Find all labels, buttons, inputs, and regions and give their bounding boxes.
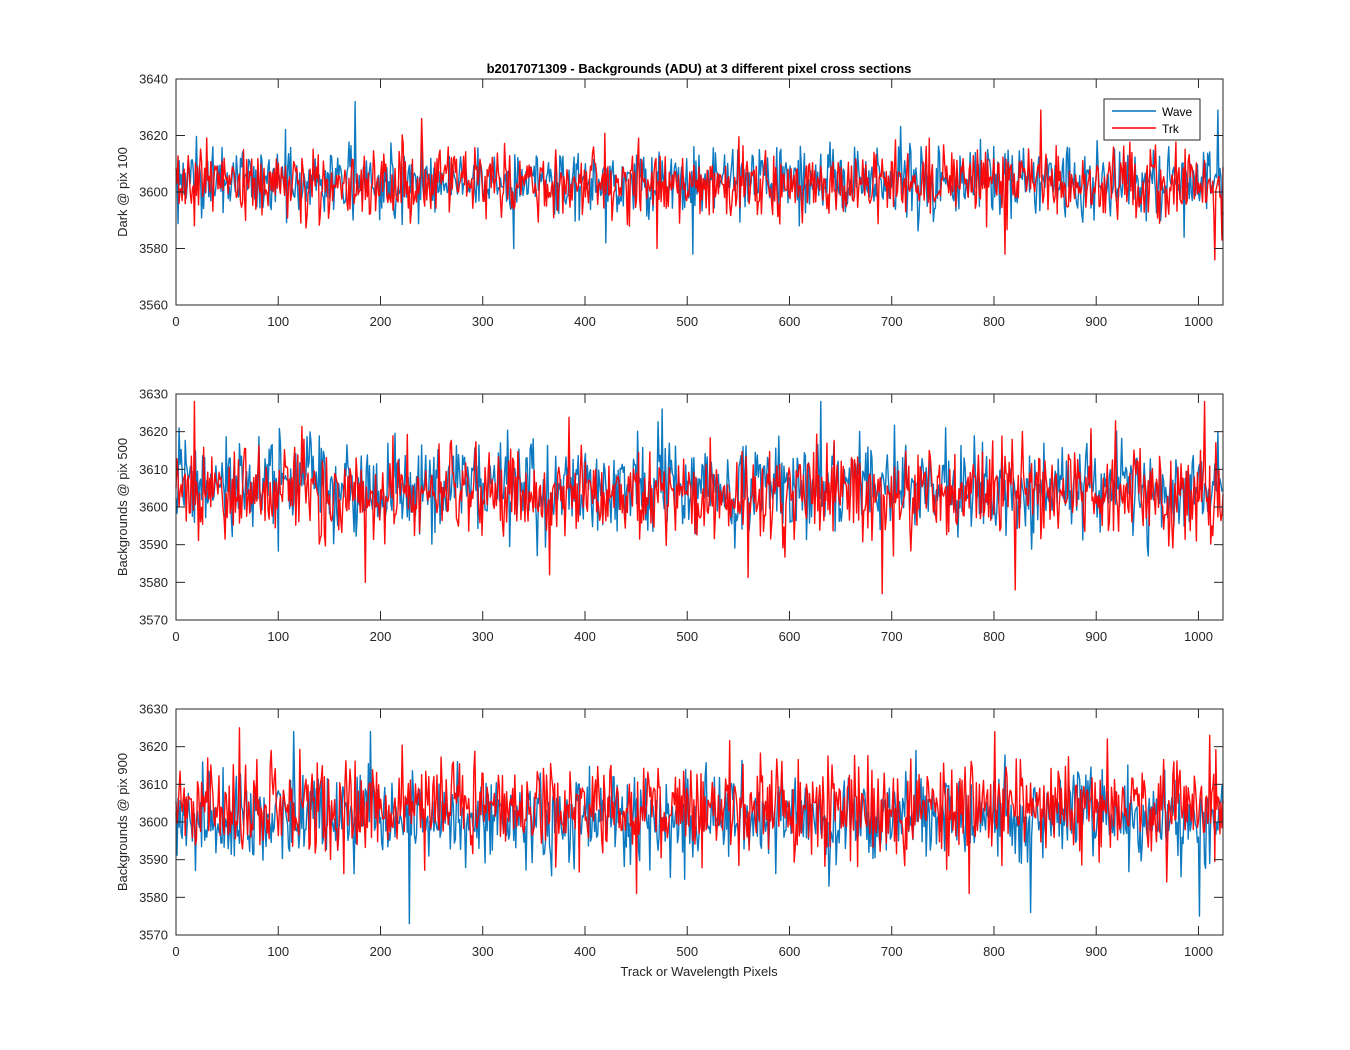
y-tick-label: 3560 (139, 298, 168, 313)
x-tick-label: 0 (172, 944, 179, 959)
x-tick-label: 100 (267, 629, 289, 644)
x-tick-label: 1000 (1184, 314, 1213, 329)
x-tick-label: 100 (267, 314, 289, 329)
x-tick-label: 300 (472, 314, 494, 329)
y-tick-label: 3610 (139, 462, 168, 477)
x-tick-label: 700 (881, 944, 903, 959)
y-tick-label: 3580 (139, 241, 168, 256)
y-tick-label: 3570 (139, 928, 168, 943)
panel-backgrounds-pix-500: 0 100 200 300 400 500 600 700 800 900 1000 3570 358… (115, 387, 1224, 644)
x-ticks-2: 0 100 200 300 400 500 600 700 800 900 1000 (172, 394, 1213, 644)
x-tick-label: 300 (472, 629, 494, 644)
y-ticks-3: 3570 3580 3590 3600 3610 3620 3630 (139, 702, 1223, 943)
x-tick-label: 200 (370, 944, 392, 959)
x-tick-label: 800 (983, 314, 1005, 329)
x-tick-label: 100 (267, 944, 289, 959)
y-tick-label: 3580 (139, 575, 168, 590)
y-tick-label: 3640 (139, 72, 168, 87)
y-tick-label: 3620 (139, 424, 168, 439)
panel-backgrounds-pix-900: 0 100 200 300 400 500 600 700 800 900 1000 3570 358… (115, 702, 1224, 959)
plot-area-2 (176, 394, 1223, 620)
x-tick-label: 600 (779, 629, 801, 644)
y-tick-label: 3600 (139, 185, 168, 200)
x-tick-label: 400 (574, 314, 596, 329)
series-layer-1 (175, 100, 1224, 261)
x-tick-label: 800 (983, 944, 1005, 959)
x-ticks-1: 0 100 200 300 400 500 600 700 800 900 1000 (172, 79, 1213, 329)
y-tick-label: 3590 (139, 537, 168, 552)
panel-dark-pix-100: 0 100 200 300 400 500 600 700 800 900 1000 3560 358… (115, 72, 1224, 329)
y-tick-label: 3580 (139, 890, 168, 905)
y-tick-label: 3600 (139, 815, 168, 830)
x-tick-label: 900 (1085, 944, 1107, 959)
x-tick-label: 0 (172, 314, 179, 329)
x-tick-label: 700 (881, 314, 903, 329)
series-layer-3 (175, 727, 1224, 925)
y-tick-label: 3590 (139, 852, 168, 867)
y-tick-label: 3620 (139, 739, 168, 754)
x-tick-label: 1000 (1184, 944, 1213, 959)
x-tick-label: 200 (370, 314, 392, 329)
x-tick-label: 800 (983, 629, 1005, 644)
legend: Wave Trk (1103, 98, 1201, 141)
series-line-wave-2 (175, 400, 1224, 557)
x-ticks-3: 0 100 200 300 400 500 600 700 800 900 1000 (172, 709, 1213, 959)
y-axis-label-1: Dark @ pix 100 (115, 147, 130, 237)
series-line-trk-3 (175, 727, 1224, 895)
legend-box (1103, 98, 1201, 141)
x-tick-label: 900 (1085, 629, 1107, 644)
y-tick-label: 3610 (139, 777, 168, 792)
y-axis-label-2: Backgrounds @ pix 500 (115, 438, 130, 576)
x-tick-label: 500 (676, 629, 698, 644)
x-tick-label: 400 (574, 629, 596, 644)
y-tick-label: 3620 (139, 128, 168, 143)
x-tick-label: 600 (779, 314, 801, 329)
x-tick-label: 600 (779, 944, 801, 959)
x-tick-label: 0 (172, 629, 179, 644)
series-line-trk-1 (175, 109, 1224, 261)
y-ticks-2: 3570 3580 3590 3600 3610 3620 3630 (139, 387, 1223, 628)
x-tick-label: 400 (574, 944, 596, 959)
y-tick-label: 3600 (139, 500, 168, 515)
x-tick-label: 500 (676, 314, 698, 329)
x-tick-label: 1000 (1184, 629, 1213, 644)
y-tick-label: 3630 (139, 702, 168, 717)
x-tick-label: 200 (370, 629, 392, 644)
y-tick-label: 3630 (139, 387, 168, 402)
x-tick-label: 900 (1085, 314, 1107, 329)
y-ticks-1: 3560 3580 3600 3620 3640 (139, 72, 1223, 313)
legend-label-wave: Wave (1162, 105, 1193, 119)
series-line-trk-2 (175, 400, 1224, 595)
x-tick-label: 500 (676, 944, 698, 959)
y-axis-label-3: Backgrounds @ pix 900 (115, 753, 130, 891)
x-tick-label: 700 (881, 629, 903, 644)
legend-label-trk: Trk (1162, 122, 1180, 136)
figure-title: b2017071309 - Backgrounds (ADU) at 3 dif… (487, 61, 912, 76)
series-layer-2 (175, 400, 1224, 595)
x-axis-label: Track or Wavelength Pixels (620, 964, 778, 979)
x-tick-label: 300 (472, 944, 494, 959)
y-tick-label: 3570 (139, 613, 168, 628)
